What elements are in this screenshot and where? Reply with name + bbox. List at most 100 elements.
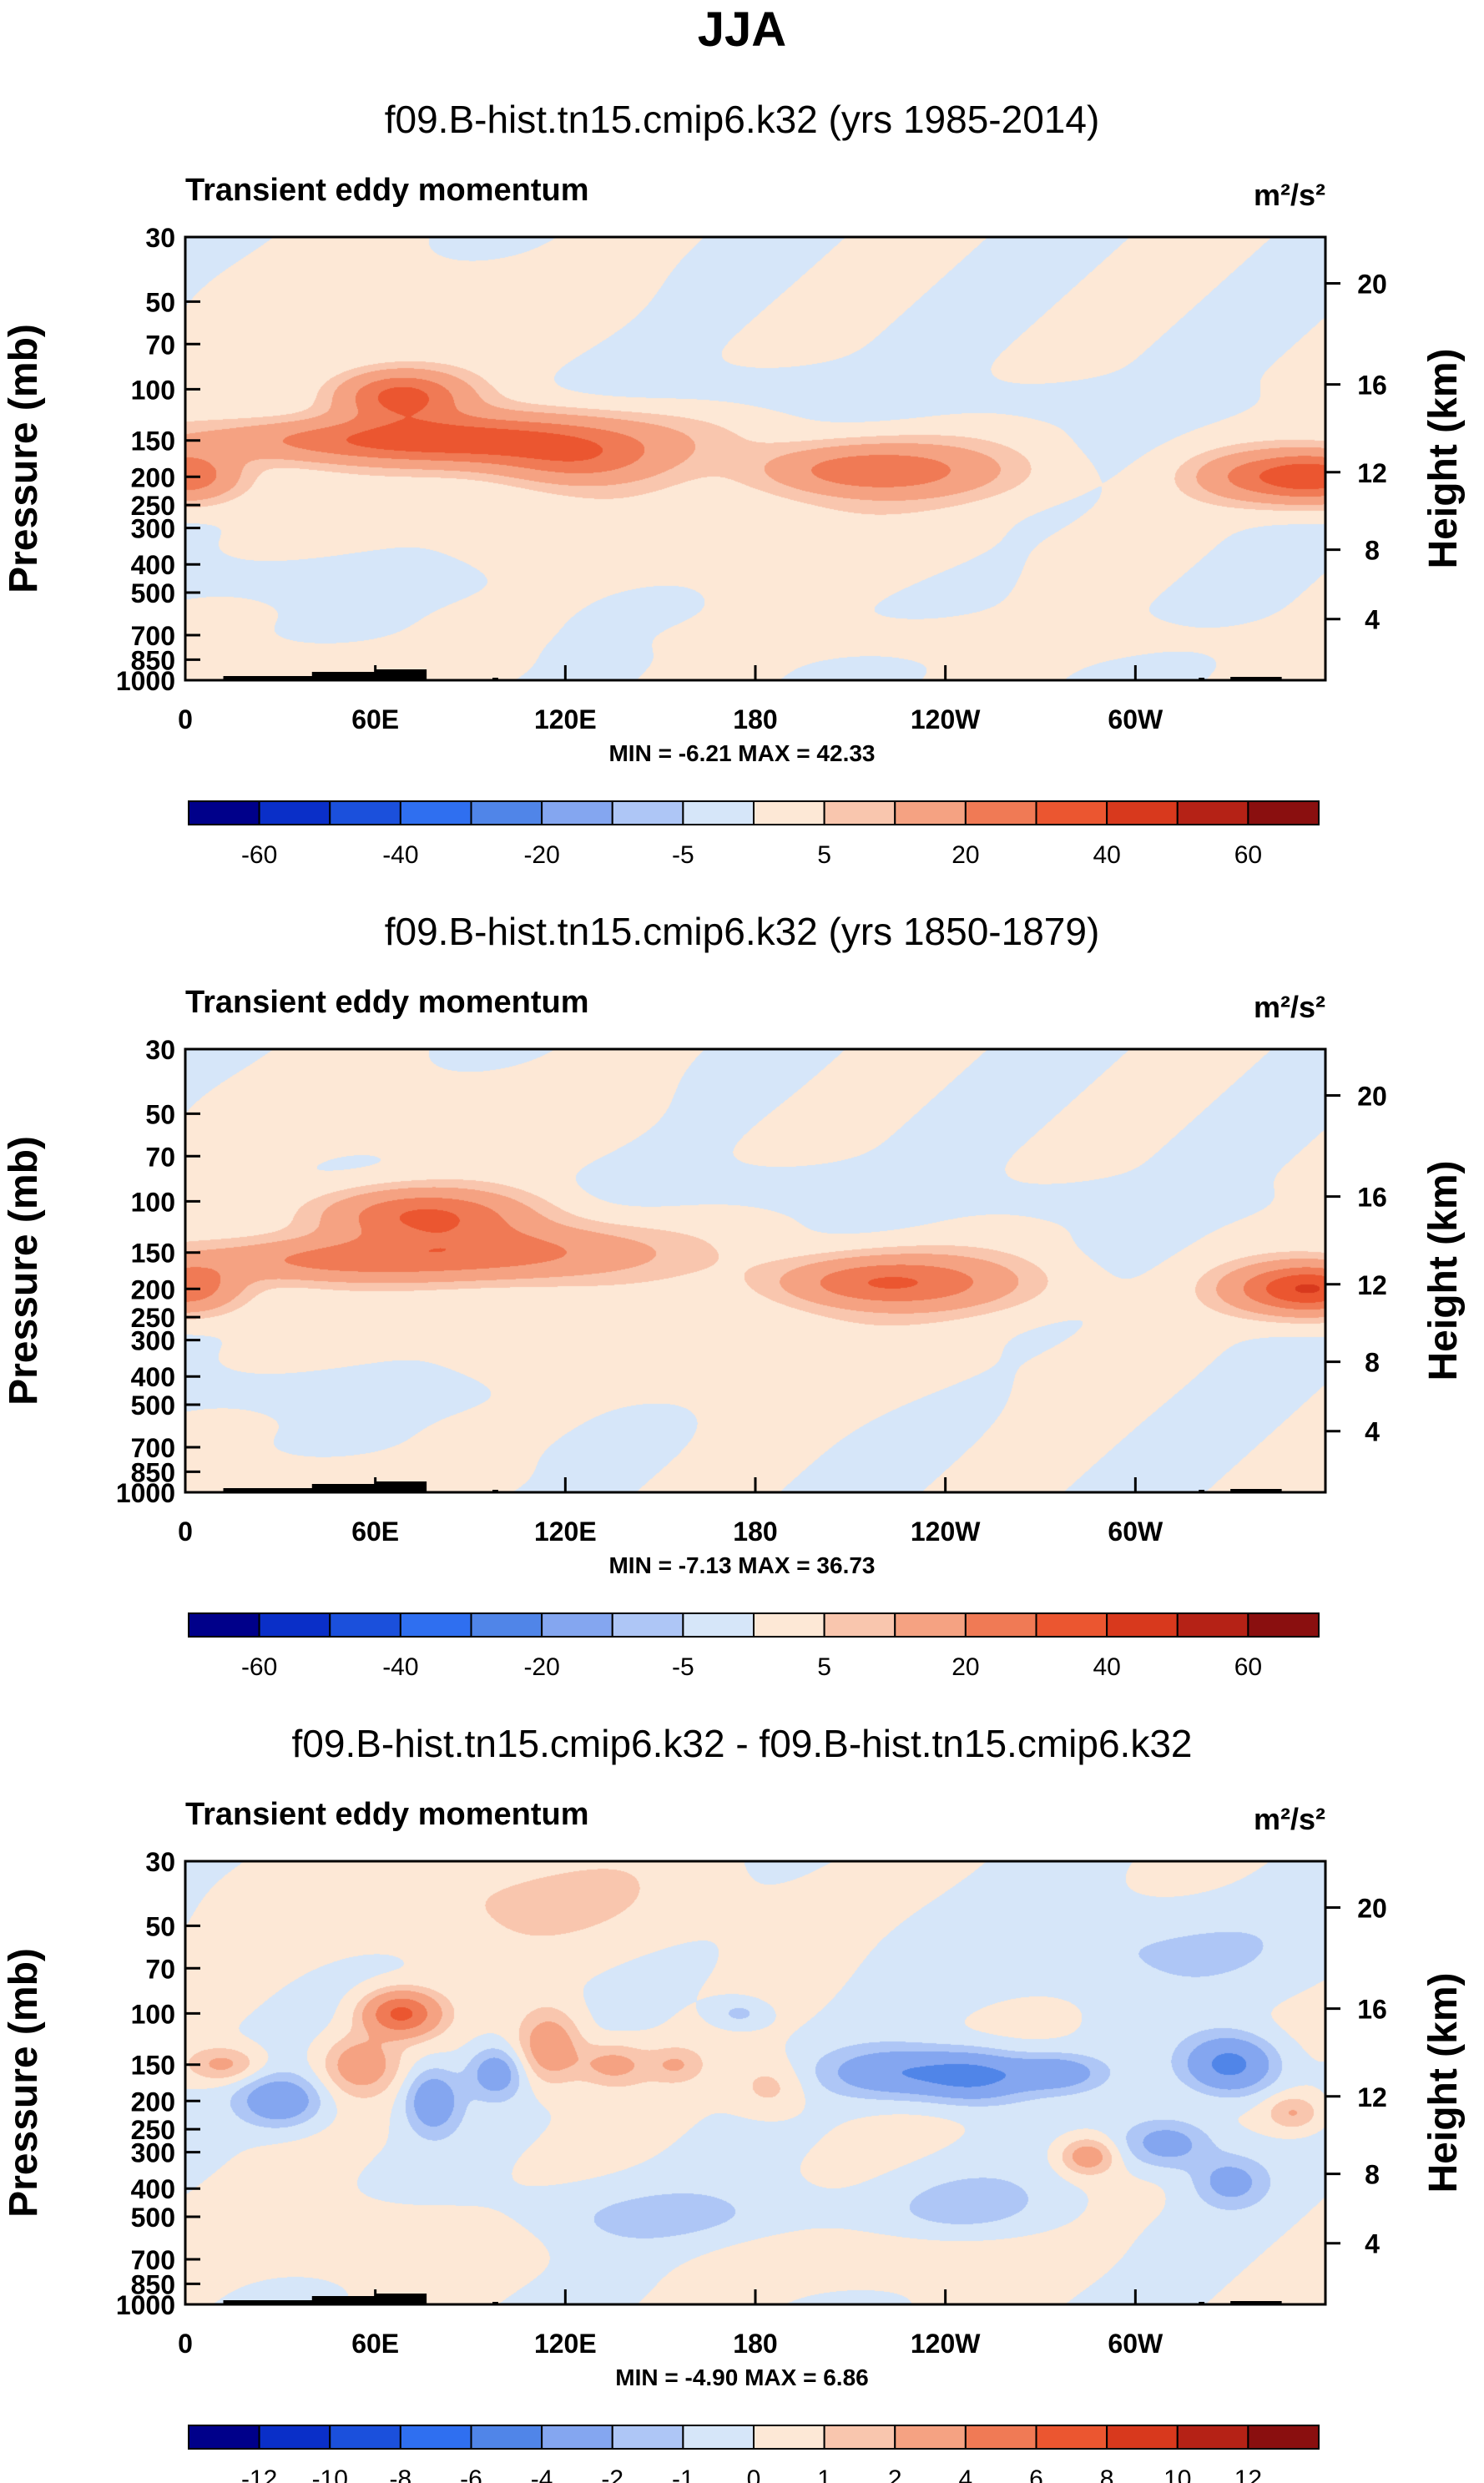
y-tick-label: 500	[131, 2203, 175, 2233]
height-tick-label: 20	[1357, 270, 1387, 300]
x-tick-label: 180	[733, 2329, 777, 2359]
y-tick-label: 850	[131, 1457, 175, 1487]
panel-3: f09.B-hist.tn15.cmip6.k32 - f09.B-hist.t…	[2, 1722, 1466, 2483]
units-label: m²/s²	[1254, 178, 1325, 212]
y-tick-label: 850	[131, 645, 175, 675]
y-tick-label: 850	[131, 2269, 175, 2299]
colorbar-swatch	[1176, 800, 1249, 825]
x-tick-label: 60E	[351, 704, 399, 734]
colorbar-swatch	[258, 1612, 331, 1638]
topography	[223, 1488, 338, 1492]
colorbar-swatch	[753, 800, 825, 825]
variable-label: Transient eddy momentum	[185, 985, 589, 1020]
colorbar-swatch	[894, 1612, 967, 1638]
y-tick-label: 300	[131, 514, 175, 544]
topography	[1230, 2301, 1282, 2304]
colorbar-label: 12	[1234, 2465, 1262, 2483]
colorbar-swatch	[753, 2425, 825, 2450]
contour-field	[185, 1049, 1325, 1492]
topography	[223, 676, 338, 680]
colorbar-swatch	[470, 2425, 543, 2450]
height-tick-label: 8	[1365, 536, 1380, 566]
colorbar-swatch	[894, 800, 967, 825]
colorbar-label: 1	[817, 2465, 831, 2483]
min-max-stats: MIN = -7.13 MAX = 36.73	[608, 1552, 875, 1578]
y-tick-label: 500	[131, 578, 175, 608]
y-tick-label: 1000	[116, 2290, 175, 2320]
right-axis-label: Height (km)	[1421, 349, 1466, 569]
y-tick-label: 50	[145, 1099, 175, 1129]
panel-2: f09.B-hist.tn15.cmip6.k32 (yrs 1850-1879…	[2, 910, 1466, 1681]
topography	[311, 1484, 384, 1492]
colorbar-label: -60	[241, 1653, 277, 1681]
y-tick-label: 200	[131, 1274, 175, 1305]
colorbar-swatch	[188, 800, 260, 825]
y-axis-label: Pressure (mb)	[2, 1948, 46, 2218]
colorbar-swatch	[682, 800, 755, 825]
colorbar-swatch	[964, 1612, 1037, 1638]
right-axis-label: Height (km)	[1421, 1973, 1466, 2193]
colorbar-swatch	[1247, 2425, 1320, 2450]
colorbar-label: 40	[1093, 841, 1120, 869]
colorbar-swatch	[1106, 800, 1179, 825]
y-tick-label: 400	[131, 550, 175, 580]
colorbar-label: 2	[888, 2465, 902, 2483]
x-tick-label: 120E	[534, 1517, 597, 1547]
colorbar-swatch	[611, 1612, 684, 1638]
colorbar-label: -20	[523, 1653, 559, 1681]
colorbar-label: -60	[241, 841, 277, 869]
x-tick-label: 120W	[911, 704, 981, 734]
y-tick-label: 70	[145, 1954, 175, 1984]
height-tick-label: 8	[1365, 1348, 1380, 1378]
topography	[1230, 1489, 1282, 1492]
colorbar-swatch	[1247, 1612, 1320, 1638]
colorbar-swatch	[823, 2425, 896, 2450]
colorbar-label: -6	[460, 2465, 482, 2483]
height-tick-label: 16	[1357, 371, 1387, 401]
y-tick-label: 250	[131, 491, 175, 521]
y-tick-label: 700	[131, 621, 175, 651]
topography	[311, 672, 384, 680]
colorbar-label: -12	[241, 2465, 277, 2483]
colorbar-swatch	[541, 2425, 613, 2450]
colorbar-label: -8	[390, 2465, 412, 2483]
x-tick-label: 120E	[534, 704, 597, 734]
y-tick-label: 150	[131, 2051, 175, 2081]
variable-label: Transient eddy momentum	[185, 1797, 589, 1832]
min-max-stats: MIN = -6.21 MAX = 42.33	[608, 740, 875, 766]
colorbar-swatch	[1035, 2425, 1108, 2450]
x-tick-label: 0	[178, 1517, 193, 1547]
height-tick-label: 4	[1365, 605, 1380, 635]
topography	[1230, 677, 1282, 680]
y-axis-label: Pressure (mb)	[2, 1136, 46, 1406]
y-tick-label: 400	[131, 1362, 175, 1392]
y-tick-label: 400	[131, 2174, 175, 2204]
colorbar-swatch	[470, 800, 543, 825]
min-max-stats: MIN = -4.90 MAX = 6.86	[615, 2364, 868, 2390]
colorbar-swatch	[188, 1612, 260, 1638]
colorbar-swatch	[541, 1612, 613, 1638]
colorbar-swatch	[541, 800, 613, 825]
colorbar-swatch	[611, 800, 684, 825]
colorbar-swatch	[823, 800, 896, 825]
y-tick-label: 700	[131, 1433, 175, 1463]
colorbar-label: -40	[382, 1653, 418, 1681]
x-tick-label: 60E	[351, 2329, 399, 2359]
panel-title: f09.B-hist.tn15.cmip6.k32 - f09.B-hist.t…	[292, 1722, 1193, 1765]
y-tick-label: 250	[131, 2115, 175, 2145]
colorbar-swatch	[753, 1612, 825, 1638]
right-axis-label: Height (km)	[1421, 1161, 1466, 1381]
y-tick-label: 30	[145, 1035, 175, 1065]
y-tick-label: 70	[145, 1142, 175, 1172]
colorbar-label: 10	[1163, 2465, 1191, 2483]
y-tick-label: 30	[145, 1847, 175, 1877]
colorbar-swatch	[470, 1612, 543, 1638]
height-tick-label: 20	[1357, 1082, 1387, 1112]
colorbar-swatch	[1106, 1612, 1179, 1638]
y-tick-label: 100	[131, 1999, 175, 2029]
height-tick-label: 12	[1357, 1270, 1387, 1300]
height-tick-label: 4	[1365, 1417, 1380, 1447]
colorbar-label: -20	[523, 841, 559, 869]
contour-field	[185, 1861, 1325, 2304]
